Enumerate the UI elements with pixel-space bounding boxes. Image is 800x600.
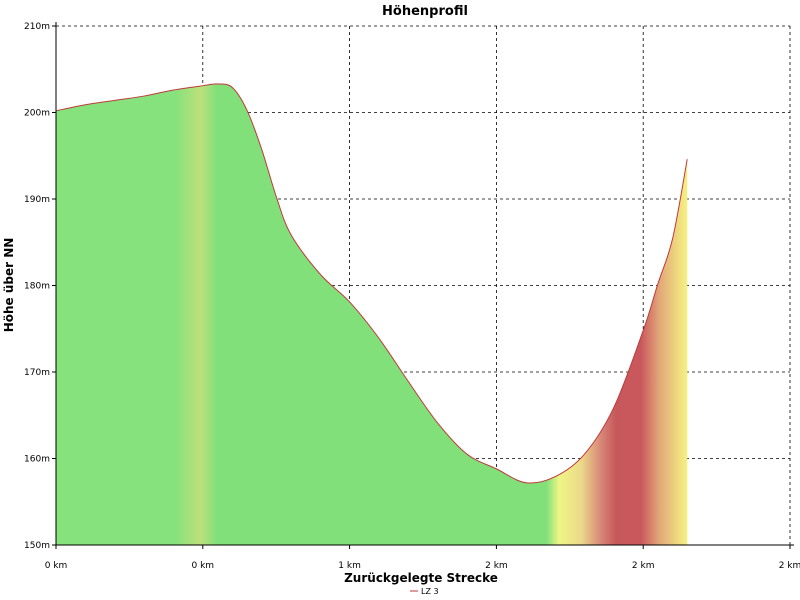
- elevation-area: [56, 83, 688, 545]
- y-tick-label: 200m: [24, 109, 50, 119]
- x-tick-label: 0 km: [45, 561, 68, 571]
- chart-title: Höhenprofil: [382, 4, 468, 19]
- y-tick-label: 190m: [24, 195, 50, 205]
- y-tick-labels: 150m 160m 170m 180m 190m 200m 210m: [24, 22, 50, 551]
- x-tick-label: 0 km: [192, 561, 215, 571]
- elevation-line: [55, 83, 688, 484]
- x-tick-labels: 0 km 0 km 1 km 2 km 2 km 2 km: [45, 561, 800, 571]
- x-tick-label: 2 km: [632, 561, 655, 571]
- y-tick-label: 170m: [24, 368, 50, 378]
- y-axis-title: Höhe über NN: [2, 238, 16, 333]
- axes: [52, 22, 794, 549]
- x-axis-title: Zurückgelegte Strecke: [344, 571, 498, 585]
- y-tick-label: 210m: [24, 22, 50, 32]
- y-tick-label: 160m: [24, 455, 50, 465]
- x-tick-label: 2 km: [485, 561, 508, 571]
- y-tick-label: 180m: [24, 282, 50, 292]
- x-tick-label: 2 km: [779, 561, 800, 571]
- legend-label: LZ 3: [421, 587, 439, 596]
- x-tick-label: 1 km: [338, 561, 361, 571]
- legend: LZ 3: [410, 587, 439, 596]
- y-tick-label: 150m: [24, 541, 50, 551]
